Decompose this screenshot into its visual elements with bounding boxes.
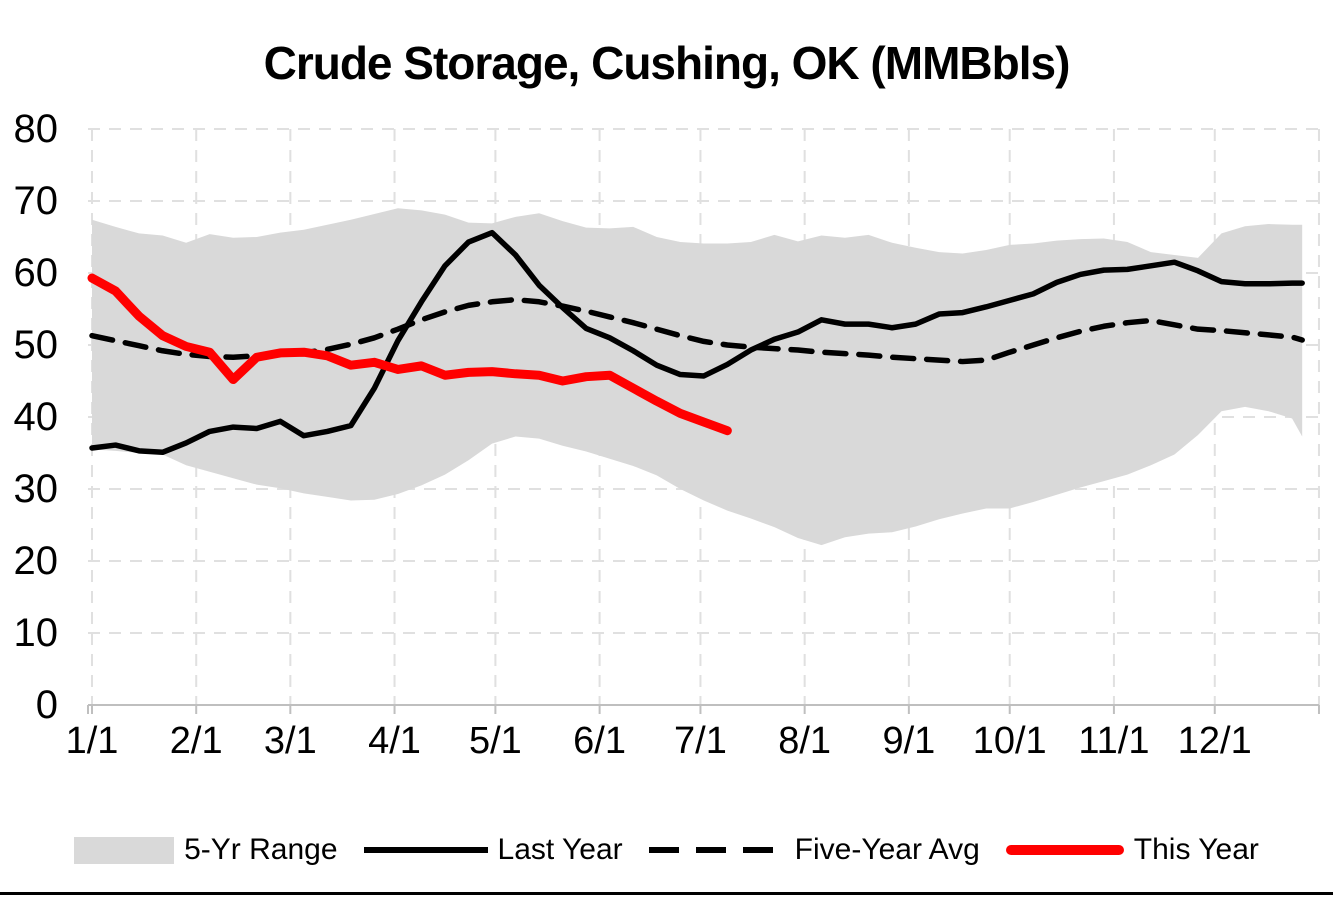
- x-tick-label: 2/1: [169, 720, 223, 762]
- last-year-line: [89, 229, 1305, 456]
- y-tick-label: 70: [13, 179, 59, 223]
- dashed-line-swatch: [648, 847, 785, 853]
- y-tick-label: 20: [13, 539, 59, 583]
- x-tick-label: 7/1: [674, 720, 727, 762]
- x-tick-label: 12/1: [1177, 720, 1252, 762]
- x-tick-label: 8/1: [778, 720, 832, 762]
- legend-label-5yr-range: 5-Yr Range: [184, 833, 338, 866]
- legend: 5-Yr Range Last Year Five-Year Avg This …: [0, 822, 1333, 878]
- chart-title: Crude Storage, Cushing, OK (MMBbls): [263, 37, 1071, 89]
- y-tick-label: 10: [13, 611, 59, 655]
- legend-label-five-year-avg: Five-Year Avg: [794, 833, 980, 866]
- legend-item-five-year-avg: Five-Year Avg: [648, 833, 980, 867]
- x-tick-label: 9/1: [882, 720, 936, 762]
- y-tick-label: 80: [13, 107, 59, 151]
- x-tick-label: 3/1: [263, 720, 317, 762]
- y-tick-label: 60: [13, 251, 59, 295]
- legend-item-last-year: Last Year: [363, 833, 623, 867]
- x-tick-label: 4/1: [368, 720, 421, 762]
- x-tick-label: 11/1: [1078, 720, 1150, 762]
- legend-label-last-year: Last Year: [497, 833, 623, 866]
- red-line-swatch: [1005, 845, 1124, 855]
- legend-item-this-year: This Year: [1005, 833, 1259, 867]
- y-tick-label: 40: [13, 395, 59, 439]
- x-tick-label: 6/1: [573, 720, 626, 762]
- x-tick-label: 5/1: [468, 720, 522, 762]
- y-tick-label: 50: [13, 323, 59, 367]
- chart-bottom-border: [0, 892, 1333, 895]
- solid-line-swatch: [363, 847, 488, 853]
- y-tick-label: 30: [13, 467, 59, 511]
- range-band-swatch: [74, 836, 175, 864]
- x-tick-label: 1/1: [65, 720, 119, 762]
- legend-item-5yr-range: 5-Yr Range: [74, 833, 338, 867]
- legend-label-this-year: This Year: [1133, 833, 1259, 866]
- x-tick-label: 10/1: [972, 720, 1047, 762]
- this-year-line: [87, 273, 732, 436]
- y-tick-label: 0: [35, 683, 58, 727]
